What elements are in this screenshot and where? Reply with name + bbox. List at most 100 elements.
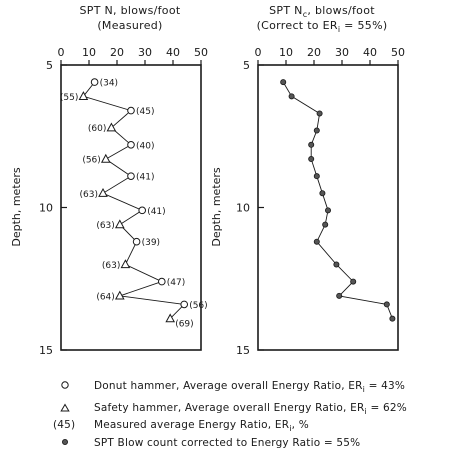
energy-ratio-label: (56) bbox=[189, 301, 207, 311]
safety-hammer-point bbox=[120, 259, 131, 269]
left-chart-subtitle: (Measured) bbox=[97, 19, 162, 32]
legend: Donut hammer, Average overall Energy Rat… bbox=[53, 380, 407, 449]
corrected-point bbox=[389, 315, 396, 322]
safety-hammer-point bbox=[98, 188, 108, 197]
energy-ratio-label: (63) bbox=[102, 261, 120, 271]
corrected-point bbox=[350, 278, 357, 285]
corrected-point bbox=[316, 110, 323, 117]
right-chart-title: SPT Nc, blows/foot bbox=[269, 4, 375, 19]
safety-hammer-point bbox=[78, 91, 89, 100]
corrected-point bbox=[288, 93, 295, 100]
safety-hammer-point bbox=[114, 290, 125, 300]
right-x-tick-label: 0 bbox=[255, 46, 262, 59]
donut-hammer-point bbox=[158, 277, 166, 286]
donut-hammer-point bbox=[127, 172, 135, 180]
left-axis-ticks: 0 10 20 30 40 50 5 10 15 bbox=[39, 46, 208, 357]
corrected-point bbox=[313, 238, 320, 245]
right-y-tick-label: 10 bbox=[236, 202, 250, 215]
energy-ratio-label: (39) bbox=[142, 238, 160, 248]
legend-safety-sub: i bbox=[364, 407, 366, 416]
legend-measured-sub: i bbox=[289, 424, 291, 433]
donut-hammer-point bbox=[127, 141, 135, 149]
energy-ratio-label: (41) bbox=[147, 207, 165, 217]
right-y-axis-label: Depth, meters bbox=[210, 167, 223, 247]
energy-ratio-label: (63) bbox=[96, 221, 114, 231]
legend-corrected-text: SPT Blow count corrected to Energy Ratio… bbox=[94, 437, 360, 449]
safety-hammer-point bbox=[114, 219, 125, 229]
right-title-main: SPT N bbox=[269, 4, 303, 17]
energy-ratio-label: (55) bbox=[60, 93, 78, 103]
donut-hammer-point bbox=[132, 237, 141, 246]
left-x-tick-label: 50 bbox=[194, 46, 208, 59]
legend-measured-text: Measured average Energy Ratio, ERi, % bbox=[94, 419, 309, 433]
donut-hammer-point bbox=[90, 78, 99, 86]
left-x-tick-label: 20 bbox=[110, 46, 124, 59]
corrected-point bbox=[308, 141, 315, 148]
donut-hammer-point bbox=[138, 206, 146, 215]
legend-donut-text: Donut hammer, Average overall Energy Rat… bbox=[94, 380, 405, 394]
corrected-point bbox=[324, 207, 331, 214]
right-subtitle-subscript: i bbox=[338, 25, 341, 34]
energy-ratio-label: (69) bbox=[175, 320, 193, 330]
corrected-point bbox=[319, 190, 326, 197]
legend-corrected-marker bbox=[62, 438, 69, 445]
legend-donut-tail: = 43% bbox=[365, 380, 405, 392]
left-x-tick-label: 40 bbox=[166, 46, 180, 59]
donut-hammer-point bbox=[127, 106, 135, 115]
legend-safety-marker bbox=[60, 403, 70, 412]
right-chart-subtitle: (Correct to ERi = 55%) bbox=[257, 19, 388, 34]
legend-safety-text: Safety hammer, Average overall Energy Ra… bbox=[94, 402, 407, 416]
right-x-tick-label: 50 bbox=[391, 46, 405, 59]
energy-ratio-label: (47) bbox=[167, 278, 185, 288]
right-subtitle-tail: = 55%) bbox=[340, 19, 387, 32]
left-y-axis-label: Depth, meters bbox=[10, 167, 23, 247]
energy-ratio-label: (34) bbox=[100, 79, 118, 89]
left-y-tick-label: 10 bbox=[39, 202, 53, 215]
energy-ratio-label: (40) bbox=[136, 141, 154, 151]
corrected-point bbox=[322, 221, 329, 228]
left-x-tick-label: 10 bbox=[82, 46, 96, 59]
right-x-tick-label: 30 bbox=[335, 46, 349, 59]
energy-ratio-label: (63) bbox=[80, 190, 98, 200]
right-x-tick-label: 20 bbox=[307, 46, 321, 59]
corrected-point bbox=[383, 301, 390, 308]
legend-safety-main: Safety hammer, Average overall Energy Ra… bbox=[94, 402, 364, 414]
right-y-tick-label: 15 bbox=[236, 344, 250, 357]
right-series bbox=[280, 79, 396, 322]
safety-hammer-point bbox=[165, 313, 176, 323]
left-series-line bbox=[82, 81, 186, 319]
energy-ratio-label: (41) bbox=[136, 173, 154, 183]
safety-hammer-point bbox=[106, 122, 117, 132]
energy-ratio-label: (64) bbox=[96, 292, 114, 302]
corrected-point bbox=[333, 261, 340, 268]
legend-safety-tail: = 62% bbox=[367, 402, 407, 414]
right-y-tick-label: 5 bbox=[243, 59, 250, 72]
left-y-tick-label: 5 bbox=[46, 59, 53, 72]
safety-hammer-point bbox=[100, 153, 111, 163]
right-title-subscript: c bbox=[303, 10, 308, 19]
right-series-line bbox=[282, 81, 393, 319]
energy-ratio-label: (56) bbox=[82, 156, 100, 166]
energy-ratio-label: (45) bbox=[136, 107, 154, 117]
legend-donut-main: Donut hammer, Average overall Energy Rat… bbox=[94, 380, 363, 392]
legend-measured-main: Measured average Energy Ratio, ER bbox=[94, 419, 289, 431]
right-x-tick-label: 40 bbox=[363, 46, 377, 59]
legend-measured-key: (45) bbox=[53, 419, 75, 431]
right-axis-ticks: 0 10 20 30 40 50 5 10 15 bbox=[236, 46, 405, 357]
donut-hammer-point bbox=[180, 300, 188, 309]
right-title-tail: , blows/foot bbox=[307, 4, 375, 17]
legend-donut-sub: i bbox=[363, 385, 365, 394]
legend-measured-tail: , % bbox=[292, 419, 309, 431]
corrected-point bbox=[336, 292, 343, 299]
legend-donut-marker bbox=[61, 381, 69, 389]
left-x-tick-label: 30 bbox=[138, 46, 152, 59]
right-x-tick-label: 10 bbox=[279, 46, 293, 59]
right-subtitle-main: (Correct to ER bbox=[257, 19, 338, 32]
energy-ratio-label: (60) bbox=[88, 124, 106, 134]
corrected-point bbox=[308, 156, 315, 163]
left-series: (34) (55) (45) (60) (40) (56) (41) (63) (41) (63)… bbox=[60, 78, 208, 330]
left-y-tick-label: 15 bbox=[39, 344, 53, 357]
left-chart-title: SPT N, blows/foot bbox=[79, 4, 180, 17]
corrected-point bbox=[313, 173, 320, 180]
